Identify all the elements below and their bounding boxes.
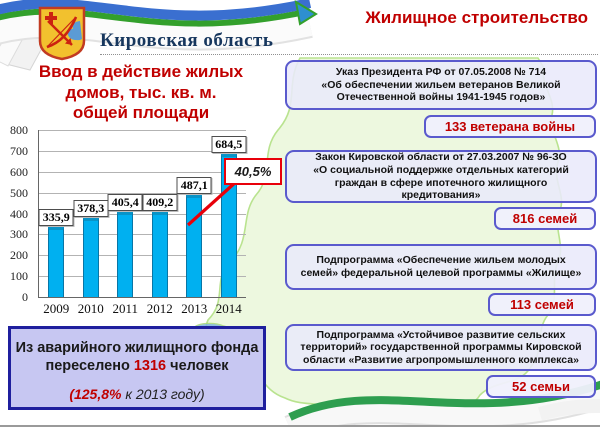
bar-value-label: 405,4	[107, 194, 143, 212]
badge-mortgage-law: 816 семей	[494, 207, 596, 230]
x-tick-label: 2013	[181, 301, 208, 316]
bar-value-label: 378,3	[73, 200, 109, 218]
bar-2011	[117, 212, 134, 297]
bar-value-label: 409,2	[142, 193, 178, 211]
x-tick-label: 2009	[43, 301, 70, 316]
resettlement-percent: (125,8%	[69, 386, 122, 403]
gridline	[39, 255, 246, 257]
program-box-veterans: Указ Президента РФ от 07.05.2008 № 714 «…	[285, 60, 597, 110]
gridline	[39, 276, 246, 278]
x-tick-label: 2012	[146, 301, 173, 316]
kirov-coat-of-arms	[38, 6, 86, 61]
resettlement-percent-line: (125,8% к 2013 году)	[69, 386, 205, 403]
resettled-count: 1316	[133, 358, 167, 375]
bar-2012	[151, 211, 168, 297]
bar-chart: 335,9 2009 378,3 2010 405,4 2011 409,2 2012 487,…	[38, 130, 247, 316]
y-tick-label: 800	[10, 123, 28, 137]
y-tick-label: 100	[10, 269, 28, 284]
gridline	[39, 130, 246, 131]
gridline	[39, 150, 246, 152]
gridline	[39, 234, 246, 236]
program-box-mortgage-law: Закон Кировской области от 27.03.2007 № …	[285, 150, 597, 203]
bar-value-label: 487,1	[176, 177, 212, 195]
bar-2010	[82, 218, 99, 297]
y-tick-label: 500	[10, 185, 28, 200]
x-tick-label: 2014	[215, 301, 242, 316]
programs-panel: Указ Президента РФ от 07.05.2008 № 714 «…	[285, 60, 597, 405]
resettlement-box: Из аварийного жилищного фонда переселено…	[8, 326, 266, 410]
gridline	[39, 171, 246, 173]
x-tick-label: 2010	[77, 301, 104, 316]
chart-title: Ввод в действие жилых домов, тыс. кв. м.…	[38, 62, 244, 123]
bar-2009	[48, 226, 65, 297]
y-tick-label: 200	[10, 248, 28, 263]
y-tick-label: 300	[10, 227, 28, 242]
y-tick-label: 600	[10, 164, 28, 179]
region-name: Кировская область	[100, 30, 274, 51]
growth-annotation: 40,5%	[224, 158, 282, 185]
header-divider	[100, 54, 598, 55]
gridline	[39, 192, 246, 194]
resettlement-line1: Из аварийного жилищного фонда	[15, 340, 259, 356]
badge-young-families: 113 семей	[488, 293, 596, 316]
bar-value-label: 684,5	[211, 136, 247, 154]
x-tick-label: 2011	[112, 301, 139, 316]
gridline	[39, 213, 246, 215]
program-box-rural: Подпрограмма «Устойчивое развитие сельск…	[285, 324, 597, 371]
y-tick-label: 0	[22, 290, 28, 304]
resettlement-text: Из аварийного жилищного фонда переселено…	[15, 340, 259, 375]
badge-veterans: 133 ветерана войны	[424, 115, 596, 138]
chart-y-axis: 0 100 200 300 400 500 600 700 800	[0, 123, 33, 304]
badge-rural: 52 семьи	[486, 375, 596, 398]
y-tick-label: 700	[10, 143, 28, 158]
page-title: Жилищное строительство	[365, 8, 588, 27]
y-tick-label: 400	[10, 206, 28, 221]
bar-value-label: 335,9	[38, 208, 74, 226]
program-box-young-families: Подпрограмма «Обеспечение жильем молодых…	[285, 244, 597, 290]
bar-2013	[186, 195, 203, 297]
